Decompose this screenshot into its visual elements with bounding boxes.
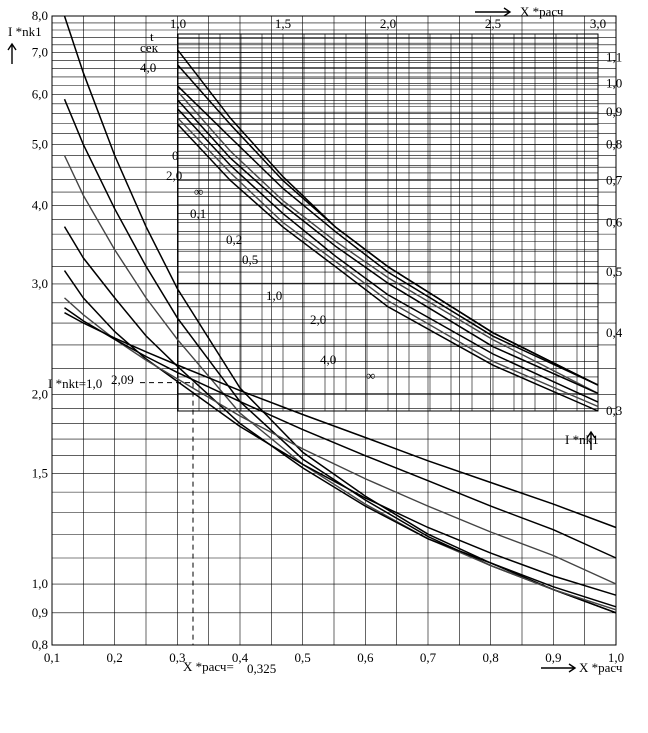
lower-y-tick-label: 1,5 <box>32 465 48 480</box>
lower-inline-curve-label: 0,5 <box>242 252 258 267</box>
upper-x-axis-label: X *расч <box>520 4 564 19</box>
lower-x-tick-label: 1,0 <box>608 650 624 665</box>
upper-series-4 <box>177 108 599 403</box>
tick-labels: 0,1 0,2 0,3 0,4 0,5 0,6 0,7 0,8 0,9 1,0 0,8 0,9 1,0 1… <box>32 8 624 665</box>
lower-series-0 <box>63 15 617 614</box>
lower-y-tick-label: 6,0 <box>32 87 48 102</box>
lower-y-up-arrow-icon <box>7 42 17 64</box>
lower-x-tick-label: 0,4 <box>232 650 249 665</box>
upper-inline-curve-label: ∞ <box>194 184 203 199</box>
lower-x-tick-label: 0,3 <box>169 650 185 665</box>
lower-inline-curve-label: 1,0 <box>266 288 282 303</box>
lower-x-tick-label: 0,7 <box>420 650 437 665</box>
upper-y-axis-label: I *nk1 <box>565 432 599 447</box>
lower-series-7 <box>64 312 617 529</box>
lower-series-6 <box>64 307 617 559</box>
annotations: I *nk1 I *nk1 X *расч X *расч t сек I *n… <box>7 4 623 676</box>
lower-series-1 <box>63 98 617 614</box>
upper-x-tick-label: 3,0 <box>590 16 606 31</box>
t-label-top: t <box>150 29 154 44</box>
upper-series-3 <box>177 99 599 395</box>
upper-series-6 <box>177 124 599 412</box>
marker-label-left: I *nkt=1,0 <box>48 376 102 391</box>
lower-y-tick-label: 5,0 <box>32 136 48 151</box>
lower-y-axis-label: I *nk1 <box>8 24 42 39</box>
upper-y-tick-label: 0,8 <box>606 136 622 151</box>
grid-layer <box>51 15 617 646</box>
lower-series-2 <box>63 155 617 611</box>
upper-series-2 <box>177 91 599 395</box>
upper-y-tick-label: 0,5 <box>606 264 622 279</box>
lower-series-5 <box>64 297 617 585</box>
upper-x-tick-label: 1,5 <box>275 16 291 31</box>
upper-x-right-arrow-icon <box>475 7 512 17</box>
lower-inline-curve-label: 0 <box>172 148 179 163</box>
upper-x-tick-label: 2,5 <box>485 16 501 31</box>
lower-y-tick-label: 1,0 <box>32 576 48 591</box>
lower-inline-curve-label: ∞ <box>366 368 375 383</box>
upper-y-tick-label: 1,0 <box>606 76 622 91</box>
upper-x-tick-label: 1,0 <box>170 16 186 31</box>
lower-y-tick-label: 0,9 <box>32 605 48 620</box>
lower-x-tick-label: 0,5 <box>295 650 311 665</box>
lower-y-tick-label: 3,0 <box>32 276 48 291</box>
lower-inline-curve-label: 0,2 <box>226 232 242 247</box>
upper-y-tick-label: 0,3 <box>606 403 622 418</box>
marker-label-value: 2,09 <box>111 372 134 387</box>
upper-y-tick-label: 0,6 <box>606 215 623 230</box>
upper-y-tick-label: 0,4 <box>606 325 623 340</box>
lower-x-tick-label: 0,8 <box>483 650 499 665</box>
lower-series-4 <box>63 270 617 596</box>
lower-x-tick-label: 0,2 <box>107 650 123 665</box>
t-label-bottom: сек <box>140 40 159 55</box>
lower-x-right-arrow-icon <box>541 663 577 673</box>
upper-chart-frame <box>177 33 599 412</box>
lower-inline-curve-label: 0,1 <box>190 206 206 221</box>
lower-y-tick-label: 4,0 <box>32 197 48 212</box>
curves-layer <box>63 15 617 614</box>
upper-y-tick-label: 0,9 <box>606 104 622 119</box>
upper-inline-curve-label: 4,0 <box>140 60 156 75</box>
lower-inline-curve-label: 4,0 <box>320 352 336 367</box>
upper-y-tick-label: 0,7 <box>606 173 623 188</box>
lower-y-tick-label: 7,0 <box>32 44 48 59</box>
chart-frames <box>51 15 617 646</box>
x-marker-label-left: X *расч= <box>183 659 234 674</box>
lower-y-tick-label: 0,8 <box>32 637 48 652</box>
lower-inline-curve-label: 2,0 <box>310 312 326 327</box>
lower-x-tick-label: 0,9 <box>545 650 561 665</box>
lower-series-3 <box>63 226 617 608</box>
lower-chart-frame <box>51 15 617 646</box>
lower-y-tick-label: 8,0 <box>32 8 48 23</box>
upper-series-7 <box>177 85 599 386</box>
lower-y-tick-label: 2,0 <box>32 387 48 402</box>
x-marker-label-value: 0,325 <box>247 661 276 676</box>
lower-x-axis-label: X *расч <box>579 660 623 675</box>
upper-y-tick-label: 1,1 <box>606 50 622 65</box>
lower-x-tick-label: 0,1 <box>44 650 60 665</box>
upper-series-1 <box>177 64 599 386</box>
upper-x-tick-label: 2,0 <box>380 16 396 31</box>
upper-series-5 <box>177 117 599 408</box>
lower-x-tick-label: 0,6 <box>357 650 374 665</box>
upper-inline-curve-label: 2,0 <box>166 168 182 183</box>
upper-y-up-arrow-icon <box>586 430 596 450</box>
